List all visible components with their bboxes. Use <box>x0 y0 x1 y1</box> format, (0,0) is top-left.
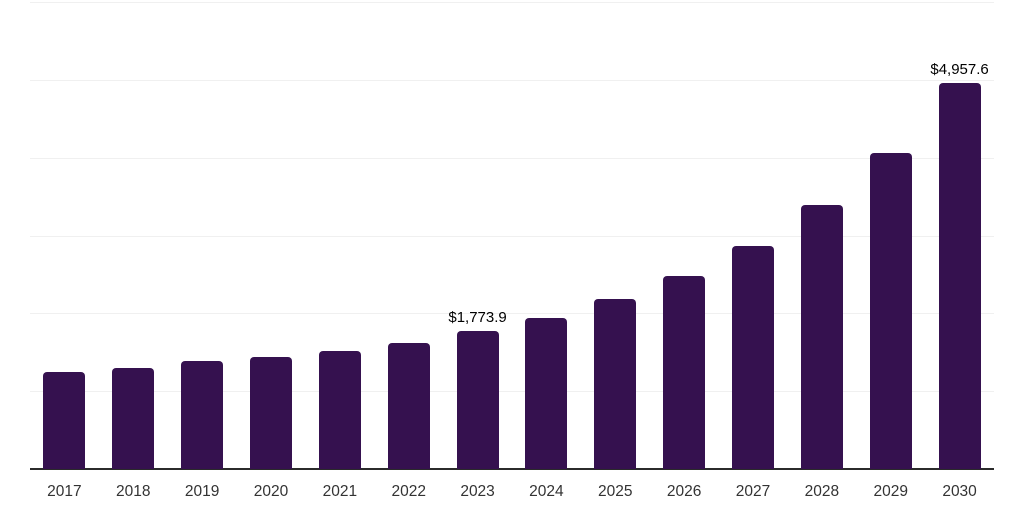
bar-2021 <box>318 350 361 469</box>
data-label-2023: $1,773.9 <box>448 308 507 326</box>
x-tick-label-2020: 2020 <box>253 483 289 500</box>
gridline-2000 <box>30 313 994 315</box>
gridline-6000 <box>30 2 994 3</box>
x-tick-label-2025: 2025 <box>598 483 633 500</box>
x-tick-label-2022: 2022 <box>391 483 426 500</box>
x-tick-label-2021: 2021 <box>322 483 358 500</box>
bar-2023 <box>456 330 499 469</box>
gridline-5000 <box>30 79 994 81</box>
x-tick-label-2017: 2017 <box>47 483 82 500</box>
bar-2030 <box>938 83 981 469</box>
x-tick-label-2029: 2029 <box>873 483 908 500</box>
bar-2020 <box>250 356 292 469</box>
x-tick-label-2027: 2027 <box>735 483 771 500</box>
gridline-4000 <box>30 157 994 159</box>
bar-2026 <box>663 275 706 469</box>
x-tick-label-2024: 2024 <box>529 483 564 500</box>
x-tick-label-2028: 2028 <box>804 483 840 500</box>
x-tick-label-2018: 2018 <box>116 483 151 500</box>
x-tick-label-2019: 2019 <box>184 483 220 500</box>
plot-area: 2017 2018 2019 2020 2021 2022 $1,773.9 2023 2024… <box>30 0 994 512</box>
bar-2025 <box>594 298 637 469</box>
bar-2018 <box>112 368 155 469</box>
x-axis-line <box>30 468 994 470</box>
x-tick-label-2023: 2023 <box>460 483 495 500</box>
bar-2027 <box>732 245 774 469</box>
bar-2017 <box>43 371 86 469</box>
bar-2024 <box>525 317 568 469</box>
bar-2022 <box>387 342 430 469</box>
gridline-1000 <box>30 391 994 393</box>
x-tick-label-2030: 2030 <box>942 483 977 500</box>
gridline-3000 <box>30 235 994 237</box>
bar-2028 <box>800 205 843 469</box>
bar-2029 <box>869 152 912 469</box>
bar-2019 <box>181 360 224 469</box>
x-tick-label-2026: 2026 <box>666 483 702 500</box>
data-label-2030: $4,957.6 <box>930 61 989 79</box>
